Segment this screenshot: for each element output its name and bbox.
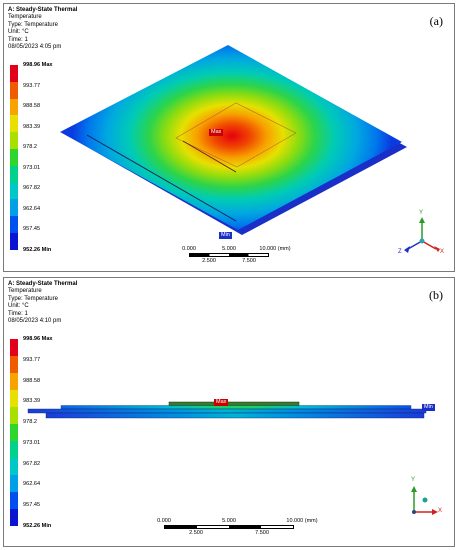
result-type: Type: Temperature xyxy=(8,295,58,302)
legend-tick-label: 967.82 xyxy=(23,460,41,467)
pad-edge-line xyxy=(182,140,237,173)
analysis-title: A: Steady-State Thermal xyxy=(8,281,78,287)
legend-swatch xyxy=(10,165,18,183)
analysis-title: A: Steady-State Thermal xyxy=(8,7,78,13)
legend-min-label: 952.26 Min xyxy=(23,247,52,253)
legend-swatch xyxy=(10,424,18,441)
scale-bar: 0.000 5.000 10.000 (mm) 2.500 7.500 xyxy=(157,518,317,540)
result-unit: Unit: °C xyxy=(8,29,29,36)
legend-swatch xyxy=(10,199,18,217)
scale-bar-graphic xyxy=(189,253,269,257)
legend-swatch xyxy=(10,149,18,166)
legend-swatch xyxy=(10,390,18,407)
legend-tick-label: 962.64 xyxy=(23,481,41,488)
legend-swatch xyxy=(10,339,18,356)
legend-swatch xyxy=(10,115,18,133)
result-timestamp: 08/05/2023 4:05 pm xyxy=(8,44,62,51)
min-probe-tag[interactable]: Min xyxy=(219,232,232,239)
legend-tick-label: 973.01 xyxy=(23,164,41,171)
scale-label: 10.000 (mm) xyxy=(286,518,318,524)
plate-top-surface xyxy=(60,45,402,230)
heater-pad xyxy=(168,401,300,406)
legend-swatch xyxy=(10,98,18,116)
result-type: Type: Temperature xyxy=(8,21,58,28)
legend-swatch xyxy=(10,441,18,458)
plate-layer xyxy=(27,408,427,414)
panel-a-header: A: Steady-State Thermal Temperature Type… xyxy=(8,7,77,51)
legend-swatch xyxy=(10,407,18,424)
result-unit: Unit: °C xyxy=(8,303,29,310)
legend-tick-label: 957.45 xyxy=(23,502,41,509)
panel-a-letter: (a) xyxy=(429,14,443,28)
panel-a-viewport[interactable]: A: Steady-State Thermal Temperature Type… xyxy=(3,3,455,272)
legend-max-label: 998.96 Max xyxy=(23,336,53,342)
scale-label: 10.000 (mm) xyxy=(259,246,291,252)
scale-label: 0.000 xyxy=(182,246,196,252)
legend-tick-label: 993.77 xyxy=(23,356,41,363)
legend-max-label: 998.96 Max xyxy=(23,62,53,68)
legend-tick-label: 962.64 xyxy=(23,205,41,212)
legend-tick-label: 973.01 xyxy=(23,439,41,446)
legend-swatch xyxy=(10,132,18,149)
scale-label: 7.500 xyxy=(255,530,269,536)
legend-swatch xyxy=(10,458,18,475)
scale-label: 0.000 xyxy=(157,518,171,524)
legend-tick-label: 978.2 xyxy=(23,419,37,426)
base-layer xyxy=(45,412,425,419)
legend-swatch xyxy=(10,492,18,509)
axis-x-label: X xyxy=(440,249,445,255)
legend-tick-label: 988.58 xyxy=(23,377,41,384)
axis-x-label: X xyxy=(438,508,443,514)
plate-edge-line xyxy=(86,134,237,222)
axis-z-label: Z xyxy=(398,249,402,255)
heater-pad xyxy=(175,102,297,168)
result-name: Temperature xyxy=(8,288,42,295)
legend-min-label: 952.26 Min xyxy=(23,523,52,529)
legend-swatch xyxy=(10,81,18,99)
scale-label: 2.500 xyxy=(189,530,203,536)
legend-tick-label: 993.77 xyxy=(23,82,41,89)
legend-swatch xyxy=(10,475,18,492)
axis-y-label: Y xyxy=(419,210,424,216)
scale-label: 5.000 xyxy=(222,518,236,524)
panel-b-header: A: Steady-State Thermal Temperature Type… xyxy=(8,281,77,325)
scale-bar: 0.000 5.000 10.000 (mm) 2.500 7.500 xyxy=(182,246,290,266)
scale-label: 2.500 xyxy=(202,258,216,264)
legend-tick-label: 988.58 xyxy=(23,103,41,110)
legend-swatch xyxy=(10,65,18,82)
legend-swatch xyxy=(10,509,18,526)
legend-tick-label: 967.82 xyxy=(23,185,41,192)
legend-swatch xyxy=(10,182,18,200)
scale-label: 5.000 xyxy=(222,246,236,252)
min-probe-tag[interactable]: Min xyxy=(422,404,435,411)
max-probe-tag[interactable]: Max xyxy=(209,129,224,136)
model-view-side[interactable] xyxy=(4,278,455,547)
result-name: Temperature xyxy=(8,14,42,21)
legend-swatch xyxy=(10,373,18,390)
legend-tick-label: 978.2 xyxy=(23,144,37,151)
scale-bar-graphic xyxy=(164,525,294,529)
legend-tick-label: 983.39 xyxy=(23,123,41,130)
max-probe-tag[interactable]: Max xyxy=(214,399,229,406)
legend-tick-label: 957.45 xyxy=(23,226,41,233)
legend-swatch xyxy=(10,216,18,233)
axis-triad-icon[interactable] xyxy=(404,217,440,253)
scale-label: 7.500 xyxy=(242,258,256,264)
result-time: Time: 1 xyxy=(8,310,28,317)
legend-swatch xyxy=(10,233,18,250)
legend-swatch xyxy=(10,356,18,373)
legend-tick-label: 983.39 xyxy=(23,398,41,405)
result-time: Time: 1 xyxy=(8,36,28,43)
axis-triad-icon[interactable] xyxy=(411,486,438,515)
middle-layer xyxy=(60,405,412,410)
model-view-3d[interactable] xyxy=(4,4,455,272)
panel-b-viewport[interactable]: A: Steady-State Thermal Temperature Type… xyxy=(3,277,455,547)
panel-b-letter: (b) xyxy=(429,288,443,302)
result-timestamp: 08/05/2023 4:10 pm xyxy=(8,318,62,325)
axis-y-label: Y xyxy=(411,477,416,483)
